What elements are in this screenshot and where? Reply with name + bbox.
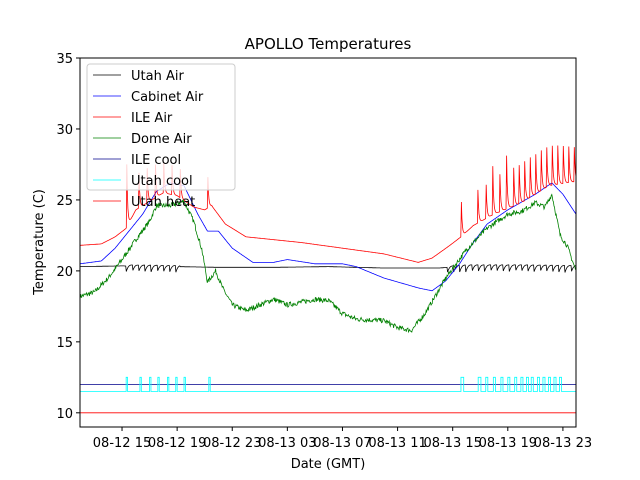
legend-entry: Utah Air bbox=[131, 69, 184, 84]
x-tick-label: 08-13 23 bbox=[534, 436, 592, 451]
legend-entry: ILE cool bbox=[131, 153, 181, 168]
x-tick-label: 08-12 15 bbox=[93, 436, 151, 451]
plot-frame bbox=[79, 57, 577, 428]
y-tick-label: 30 bbox=[56, 123, 73, 138]
series-line-dome-air bbox=[80, 193, 576, 334]
x-tick-label: 08-13 19 bbox=[479, 436, 537, 451]
x-tick-label: 08-12 23 bbox=[203, 436, 261, 451]
series-line-ile-air bbox=[80, 145, 576, 263]
legend: Utah Air Cabinet Air ILE Air Dome Air ILE co… bbox=[86, 63, 236, 210]
y-axis-label: Temperature (C) bbox=[32, 189, 47, 296]
legend-box bbox=[86, 63, 236, 191]
y-tick-label: 35 bbox=[56, 52, 73, 67]
y-axis: 10 15 20 25 30 35 bbox=[56, 52, 80, 422]
x-axis-label: Date (GMT) bbox=[291, 457, 366, 472]
x-tick-label: 08-13 07 bbox=[313, 436, 371, 451]
y-tick-label: 25 bbox=[56, 194, 73, 209]
chart-title: APOLLO Temperatures bbox=[245, 35, 412, 53]
x-tick-label: 08-13 15 bbox=[423, 436, 481, 451]
legend-entry: Dome Air bbox=[131, 132, 192, 147]
y-tick-label: 15 bbox=[56, 336, 73, 351]
legend-entry: Utah cool bbox=[131, 174, 193, 189]
series-line-utah-air bbox=[80, 264, 576, 273]
legend-entry: Utah heat bbox=[131, 195, 195, 210]
legend-entry: Cabinet Air bbox=[131, 90, 204, 105]
x-tick-label: 08-13 03 bbox=[258, 436, 316, 451]
x-tick-label: 08-12 19 bbox=[148, 436, 206, 451]
x-tick-label: 08-13 11 bbox=[368, 436, 426, 451]
series-line-utah-cool bbox=[80, 376, 576, 392]
y-tick-label: 20 bbox=[56, 265, 73, 280]
y-tick-label: 10 bbox=[56, 407, 73, 422]
legend-entry: ILE Air bbox=[131, 111, 173, 126]
